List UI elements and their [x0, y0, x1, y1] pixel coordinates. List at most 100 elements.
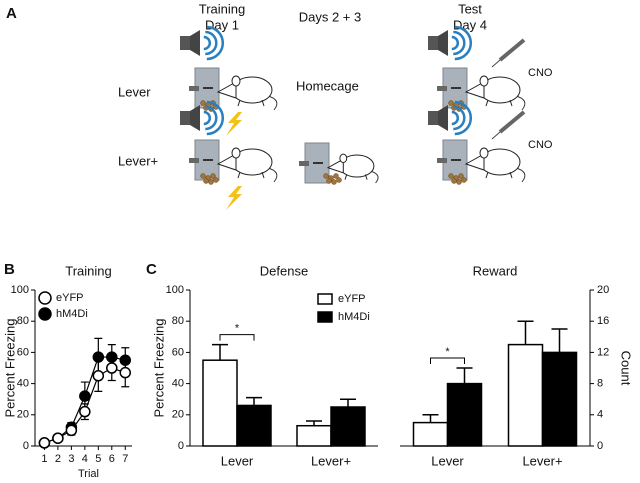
data-point — [79, 390, 91, 402]
x-tick-label: 6 — [109, 453, 115, 465]
rat-head — [216, 153, 237, 171]
drug-label: CNO — [528, 67, 553, 79]
lever — [189, 86, 199, 91]
bar — [507, 343, 544, 447]
rat-ear — [231, 75, 241, 87]
legend-swatch — [38, 307, 52, 321]
y-tick-label: 60 — [17, 346, 29, 358]
chart-title: Defense — [260, 263, 308, 278]
rat-ear — [479, 147, 489, 159]
lever — [437, 158, 447, 163]
rat-tail — [370, 170, 379, 184]
speaker — [190, 30, 200, 56]
y-axis-label: Count — [619, 351, 634, 386]
lever — [299, 161, 309, 166]
rat-ear — [339, 153, 348, 164]
significance-label: * — [235, 323, 240, 335]
food-pellet — [200, 173, 206, 179]
x-tick-label: 5 — [95, 453, 101, 465]
error-bar — [306, 420, 322, 426]
significance-bracket — [219, 334, 255, 341]
y-tick-label: 20 — [597, 284, 609, 296]
rat-ear — [479, 75, 489, 87]
rat-leg — [509, 99, 513, 107]
speaker — [428, 111, 438, 125]
y-tick-label: 40 — [172, 378, 184, 390]
error-bar — [517, 320, 534, 345]
data-point — [92, 370, 105, 382]
bar — [296, 424, 332, 447]
y-tick-label: 0 — [178, 440, 184, 452]
shock-bolt — [226, 186, 242, 210]
x-tick-label: Lever+ — [311, 453, 351, 468]
significance-bracket — [430, 357, 465, 364]
legend-swatch — [38, 291, 52, 305]
y-tick-label: 40 — [17, 378, 29, 390]
food-pellet — [331, 179, 337, 185]
legend-label: hM4Di — [56, 308, 88, 320]
column-header: Day 4 — [453, 17, 487, 32]
syringe-needle — [491, 131, 501, 140]
chart-title: Reward — [473, 263, 518, 278]
panel-label: B — [4, 261, 15, 278]
rat-leg — [261, 171, 265, 179]
data-point — [52, 432, 64, 444]
sound-wave — [451, 35, 460, 51]
diagram-icons — [180, 25, 526, 210]
rat-tail — [267, 167, 278, 183]
legend-swatch — [317, 311, 333, 323]
row-label: Lever+ — [118, 153, 158, 168]
x-tick-label: 4 — [82, 453, 88, 465]
legend-label: eYFP — [56, 292, 84, 304]
bar — [236, 404, 272, 447]
data-point — [119, 366, 132, 379]
speaker — [190, 105, 200, 131]
data-point — [65, 424, 78, 437]
x-tick-label: Lever — [431, 453, 464, 468]
syringe-needle — [491, 59, 501, 68]
rat-tail — [267, 95, 278, 111]
sound-wave — [454, 100, 473, 136]
food-pellet — [448, 173, 454, 179]
rat-leg — [261, 99, 265, 107]
column-header: Days 2 + 3 — [299, 9, 362, 24]
data-point — [79, 405, 91, 418]
x-tick-label: 7 — [122, 453, 128, 465]
sound-wave — [205, 30, 218, 56]
panel-label: C — [146, 261, 157, 278]
lever — [189, 158, 199, 163]
bar — [541, 351, 578, 447]
syringe — [498, 38, 526, 62]
data-point — [106, 362, 118, 374]
syringe — [498, 110, 526, 134]
legend-label: hM4Di — [338, 311, 370, 323]
panel-label: A — [6, 5, 17, 22]
food-pellet — [323, 173, 329, 179]
rat-head — [464, 153, 485, 171]
y-tick-label: 4 — [597, 409, 603, 421]
speaker — [180, 36, 190, 50]
rat-head — [464, 81, 485, 99]
sound-wave — [451, 110, 460, 126]
y-axis-label: Percent Freezing — [2, 319, 17, 418]
drug-label: CNO — [528, 139, 553, 151]
y-tick-label: 8 — [597, 378, 603, 390]
rat-head — [326, 158, 344, 174]
bar — [330, 406, 366, 447]
food-pellet — [458, 173, 464, 179]
column-header: Test — [458, 1, 482, 16]
rat-leg — [485, 99, 489, 107]
rat-leg — [364, 174, 368, 180]
rat-tail — [515, 95, 526, 111]
y-tick-label: 20 — [17, 409, 29, 421]
error-bar — [246, 396, 262, 406]
y-axis-label: Percent Freezing — [151, 319, 166, 418]
x-tick-label: 2 — [55, 453, 61, 465]
speaker — [428, 36, 438, 50]
sound-wave — [206, 25, 225, 61]
food-pellet — [333, 173, 339, 179]
significance-label: * — [445, 346, 450, 358]
rat-leg — [237, 171, 241, 179]
speaker — [438, 105, 448, 131]
